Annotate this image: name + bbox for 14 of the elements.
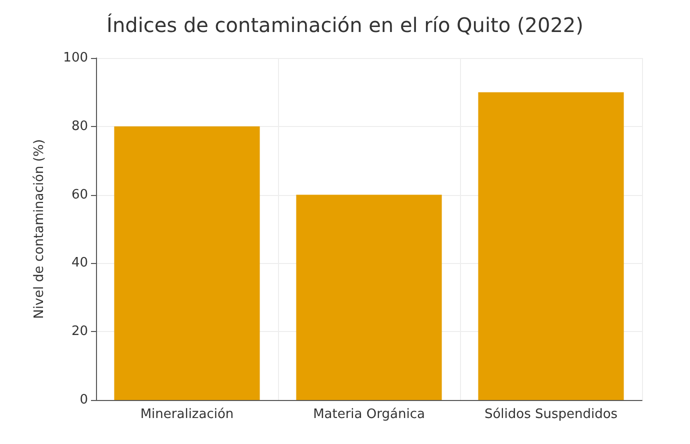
bar — [114, 126, 260, 400]
y-tick-label: 40 — [71, 256, 88, 271]
y-tick-label: 20 — [71, 324, 88, 340]
bar — [296, 194, 442, 400]
x-tick-label: Sólidos Suspendidos — [484, 407, 618, 422]
y-tick-label: 80 — [71, 118, 88, 134]
bar — [478, 92, 624, 400]
y-tick-label: 60 — [71, 187, 88, 202]
x-tick-label: Materia Orgánica — [313, 407, 425, 422]
y-axis-title: Nivel de contaminación (%) — [32, 139, 47, 319]
x-tick-label: Mineralización — [140, 407, 234, 422]
y-tick-label: 0 — [80, 392, 88, 408]
y-tick-label: 100 — [63, 50, 88, 66]
chart-title: Índices de contaminación en el río Quito (2022) — [106, 13, 584, 37]
